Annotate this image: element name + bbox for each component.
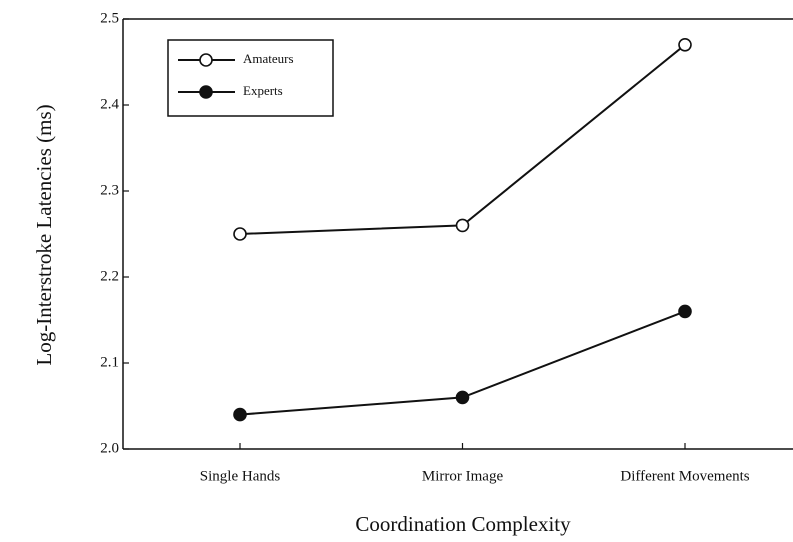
y-tick-label: 2.4 (100, 96, 119, 112)
marker (678, 37, 692, 52)
y-tick-label: 2.0 (100, 440, 119, 456)
x-tick-label: Different Movements (620, 468, 749, 484)
marker (455, 390, 470, 405)
x-tick-label: Single Hands (200, 468, 281, 484)
x-axis-label: Coordination Complexity (355, 512, 571, 536)
legend-box (167, 39, 334, 117)
marker (455, 218, 470, 233)
legend-label: Amateurs (243, 51, 294, 66)
y-tick-label: 2.5 (100, 10, 119, 26)
marker (233, 227, 247, 241)
legend-marker (199, 53, 213, 67)
marker (678, 304, 692, 319)
y-axis-label: Log-Interstroke Latencies (ms) (32, 104, 56, 365)
legend-label: Experts (243, 83, 283, 98)
legend-marker (199, 85, 213, 99)
y-tick-label: 2.2 (100, 268, 119, 284)
marker (233, 407, 247, 422)
y-tick-label: 2.1 (100, 354, 119, 370)
y-tick-label: 2.3 (100, 182, 119, 198)
x-tick-label: Mirror Image (422, 468, 504, 484)
